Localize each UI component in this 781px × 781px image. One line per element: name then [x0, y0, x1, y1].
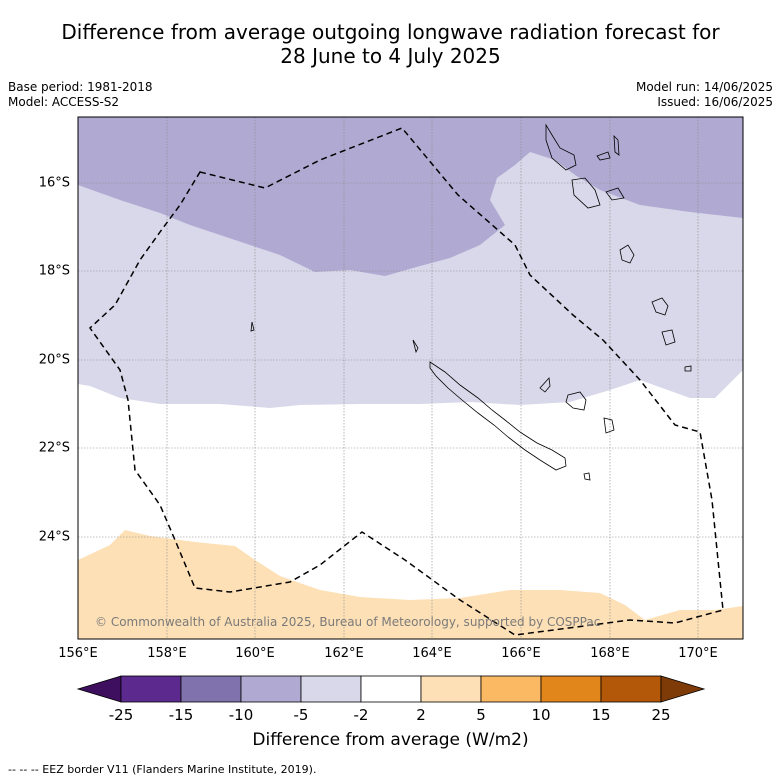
lat-label: 24°S	[38, 529, 70, 545]
eez-border	[89, 127, 724, 636]
colorbar-swatch	[360, 675, 422, 703]
colorbar-tick: 10	[531, 706, 551, 724]
colorbar-tick: -2	[353, 706, 369, 724]
map-title: Difference from average outgoing longwav…	[0, 20, 781, 68]
colorbar-tick: 5	[476, 706, 486, 724]
islet-1	[684, 365, 692, 372]
colorbar	[76, 675, 706, 703]
vanuatu-island-3	[613, 134, 620, 156]
colorbar-tick: 15	[591, 706, 611, 724]
meta-right: Model run: 14/06/2025 Issued: 16/06/2025	[636, 80, 773, 110]
lon-label: 164°E	[412, 646, 452, 661]
colorbar-tick: -15	[168, 706, 194, 724]
colorbar-swatch	[600, 675, 662, 703]
lon-label: 166°E	[501, 646, 541, 661]
vanuatu-island-4	[571, 177, 601, 209]
vanuatu-island-5	[605, 187, 625, 201]
meta-left: Base period: 1981-2018 Model: ACCESS-S2	[8, 80, 153, 110]
vanuatu-island-2	[596, 151, 611, 161]
lat-label: 16°S	[38, 175, 70, 191]
islet-3	[583, 472, 591, 481]
eez-footnote: -- -- -- EEZ border V11 (Flanders Marine…	[8, 763, 317, 776]
islet-2	[250, 321, 255, 332]
vanuatu-island-7	[651, 297, 669, 316]
colorbar-swatch	[120, 675, 182, 703]
colorbar-tick: -10	[228, 706, 254, 724]
colorbar-swatch-above	[660, 675, 706, 703]
lat-label: 20°S	[38, 352, 70, 368]
lat-label: 18°S	[38, 263, 70, 279]
vanuatu-island-8	[661, 329, 676, 346]
colorbar-tick: 2	[416, 706, 426, 724]
colorbar-swatch	[300, 675, 362, 703]
copyright-text: © Commonwealth of Australia 2025, Bureau…	[95, 615, 600, 629]
lat-label: 22°S	[38, 440, 70, 456]
issued-date: Issued: 16/06/2025	[657, 95, 773, 109]
colorbar-swatch	[540, 675, 602, 703]
title-line-1: Difference from average outgoing longwav…	[61, 20, 720, 44]
lon-label: 162°E	[324, 646, 364, 661]
vanuatu-island-1	[545, 123, 577, 171]
colorbar-title: Difference from average (W/m2)	[252, 730, 529, 750]
colorbar-tick: -25	[108, 706, 134, 724]
lon-label: 160°E	[235, 646, 275, 661]
colorbar-tick: 25	[651, 706, 671, 724]
colorbar-swatch	[180, 675, 242, 703]
coastlines	[250, 123, 692, 481]
islet-4	[412, 339, 419, 354]
loyalty-island-1	[539, 377, 551, 393]
vanuatu-island-6	[619, 244, 635, 264]
band-minus10-area	[78, 117, 743, 276]
base-period: Base period: 1981-2018	[8, 80, 153, 94]
loyalty-island-3	[603, 417, 615, 434]
title-line-2: 28 June to 4 July 2025	[280, 44, 501, 68]
lon-label: 156°E	[58, 646, 98, 661]
colorbar-swatch-below	[76, 675, 122, 703]
colorbar-swatch	[420, 675, 482, 703]
colorbar-tick: -5	[293, 706, 309, 724]
map-panel	[78, 117, 743, 639]
model-name: Model: ACCESS-S2	[8, 95, 120, 109]
new-caledonia-island	[429, 361, 567, 471]
colorbar-swatch	[240, 675, 302, 703]
lon-label: 170°E	[678, 646, 718, 661]
lon-label: 158°E	[147, 646, 187, 661]
loyalty-island-2	[565, 391, 587, 411]
band-plus2-area	[78, 530, 743, 639]
lon-label: 168°E	[590, 646, 630, 661]
graticule	[78, 117, 743, 639]
model-run: Model run: 14/06/2025	[635, 80, 773, 94]
colorbar-swatch	[480, 675, 542, 703]
map-frame	[77, 116, 744, 640]
